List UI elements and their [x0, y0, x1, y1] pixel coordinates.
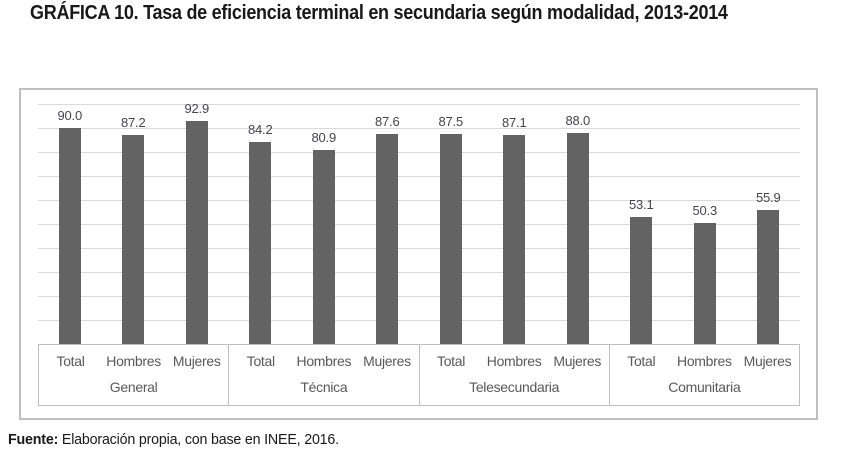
- bar-value-label: 55.9: [755, 189, 781, 205]
- axis-sublabel: Hombres: [677, 352, 732, 369]
- category-axis: Total Hombres Mujeres General Total Hombres Mu…: [38, 344, 800, 406]
- axis-sublabel-row: Total Hombres Mujeres: [610, 345, 799, 377]
- bar-value-label: 84.2: [247, 121, 273, 137]
- source-label: Fuente:: [8, 431, 59, 448]
- source-text: Elaboración propia, con base en INEE, 20…: [58, 431, 339, 448]
- gridline: [38, 128, 800, 129]
- bar-value-label: 87.6: [374, 113, 400, 129]
- bar: [503, 134, 526, 344]
- bar-value-label: 50.3: [692, 203, 717, 219]
- axis-group: Total Hombres Mujeres Telesecundaria: [418, 345, 609, 405]
- gridline: [38, 200, 800, 201]
- gridline: [38, 224, 800, 225]
- axis-sublabel: Hombres: [106, 352, 161, 369]
- chart-title: GRÁFICA 10. Tasa de eficiencia terminal …: [30, 2, 728, 24]
- axis-sublabel: Total: [627, 352, 656, 369]
- axis-group-label: Comunitaria: [668, 378, 741, 395]
- axis-sublabel: Mujeres: [172, 352, 221, 369]
- plot-area: 90.0 87.2 92.9 84.2 80.9 87.6 87.5 87.1 88.0 53.1…: [38, 101, 800, 344]
- bar: [312, 149, 335, 344]
- axis-sublabel: Total: [246, 352, 275, 369]
- axis-sublabel: Mujeres: [363, 352, 411, 369]
- axis-sublabel: Mujeres: [553, 352, 602, 369]
- bar-value-label: 80.9: [311, 129, 336, 145]
- axis-group-label: Técnica: [300, 378, 348, 395]
- bar: [757, 209, 780, 344]
- bar: [566, 132, 589, 344]
- bar-value-label: 88.0: [565, 112, 590, 128]
- bar-value-label: 53.1: [628, 196, 654, 212]
- bar: [439, 134, 462, 344]
- bar-value-label: 92.9: [184, 101, 209, 117]
- axis-group-label: Telesecundaria: [469, 378, 560, 395]
- bar: [185, 121, 208, 344]
- axis-sublabel: Hombres: [486, 352, 542, 369]
- gridline: [38, 176, 800, 177]
- bar: [376, 133, 399, 344]
- bar-value-label: 87.2: [120, 114, 146, 130]
- axis-group: Total Hombres Mujeres Técnica: [228, 345, 418, 405]
- gridline: [38, 152, 800, 153]
- source-note: Fuente: Elaboración propia, con base en …: [8, 431, 339, 448]
- bar: [249, 141, 272, 344]
- bar-value-label: 87.1: [501, 114, 527, 130]
- gridline: [38, 296, 800, 297]
- axis-sublabel-row: Total Hombres Mujeres: [39, 345, 228, 377]
- bar: [58, 128, 81, 344]
- axis-group: Total Hombres Mujeres General: [39, 345, 228, 405]
- bar: [630, 216, 653, 344]
- bar-value-label: 87.5: [438, 114, 463, 129]
- chart-container: 90.0 87.2 92.9 84.2 80.9 87.6 87.5 87.1 88.0 53.1…: [19, 88, 818, 420]
- gridline: [38, 272, 800, 273]
- gridline: [38, 320, 800, 321]
- axis-sublabel: Total: [56, 352, 85, 369]
- axis-sublabel-row: Total Hombres Mujeres: [229, 345, 418, 377]
- bar-value-label: 90.0: [57, 108, 82, 123]
- axis-group-label: General: [109, 378, 158, 395]
- axis-group: Total Hombres Mujeres Comunitaria: [608, 345, 799, 405]
- gridline: [38, 104, 800, 105]
- axis-sublabel: Mujeres: [743, 352, 792, 369]
- bar: [122, 134, 145, 344]
- axis-sublabel: Hombres: [296, 352, 352, 369]
- axis-sublabel-row: Total Hombres Mujeres: [420, 345, 609, 377]
- axis-sublabel: Total: [437, 352, 466, 369]
- bar: [693, 223, 716, 344]
- gridline: [38, 248, 800, 249]
